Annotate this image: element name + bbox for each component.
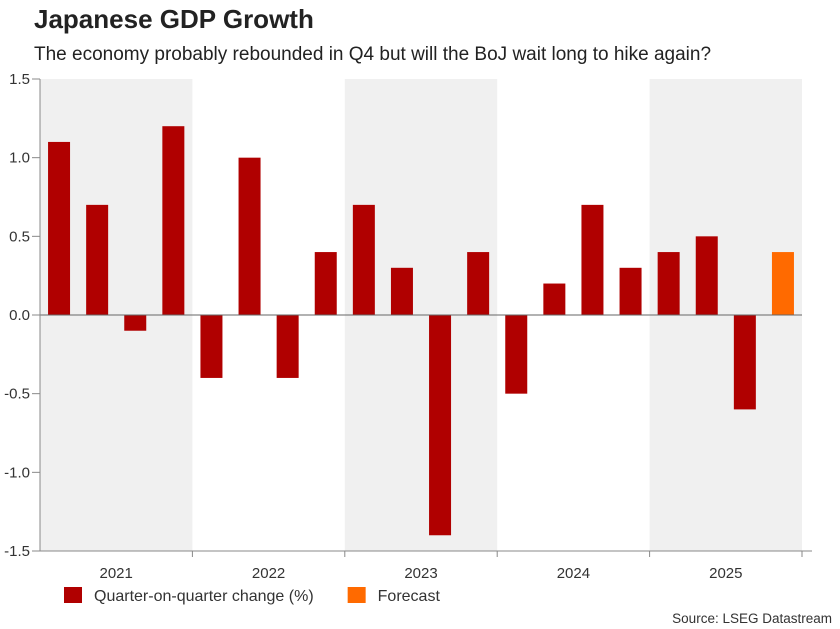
x-tick-label: 2023: [404, 565, 437, 582]
y-tick-label: 1.5: [9, 71, 30, 88]
bar: [619, 267, 642, 315]
bar: [695, 236, 718, 315]
x-tick-label: 2021: [100, 565, 133, 582]
bar: [390, 267, 413, 315]
bar: [467, 252, 490, 315]
bar: [771, 252, 794, 315]
bar: [429, 315, 452, 536]
bar: [48, 141, 71, 315]
chart-title: Japanese GDP Growth: [34, 4, 314, 34]
x-tick-label: 2024: [557, 565, 590, 582]
bar: [238, 157, 261, 315]
bar: [200, 315, 223, 378]
bar: [543, 283, 566, 315]
legend-swatch: [347, 587, 366, 603]
bar: [314, 252, 337, 315]
x-tick-label: 2022: [252, 565, 285, 582]
source-note: Source: LSEG Datastream: [672, 611, 832, 626]
x-tick-label: 2025: [709, 565, 742, 582]
bar: [733, 315, 756, 410]
bar: [505, 315, 528, 394]
y-tick-label: -1.5: [4, 543, 30, 560]
bar: [352, 204, 375, 315]
legend-label: Quarter-on-quarter change (%): [94, 588, 314, 605]
y-tick-label: 0.5: [9, 228, 30, 245]
y-tick-label: -0.5: [4, 386, 30, 403]
y-tick-label: 0.0: [9, 307, 30, 324]
legend-swatch: [64, 587, 82, 603]
bar: [581, 204, 604, 315]
y-tick-label: -1.0: [4, 464, 30, 481]
chart-subtitle: The economy probably rebounded in Q4 but…: [34, 44, 712, 65]
bar: [124, 315, 147, 331]
bar: [657, 252, 680, 315]
legend-label: Forecast: [378, 588, 441, 605]
bar: [162, 126, 185, 315]
bar: [276, 315, 299, 378]
bar: [86, 204, 109, 315]
y-tick-label: 1.0: [9, 150, 30, 167]
